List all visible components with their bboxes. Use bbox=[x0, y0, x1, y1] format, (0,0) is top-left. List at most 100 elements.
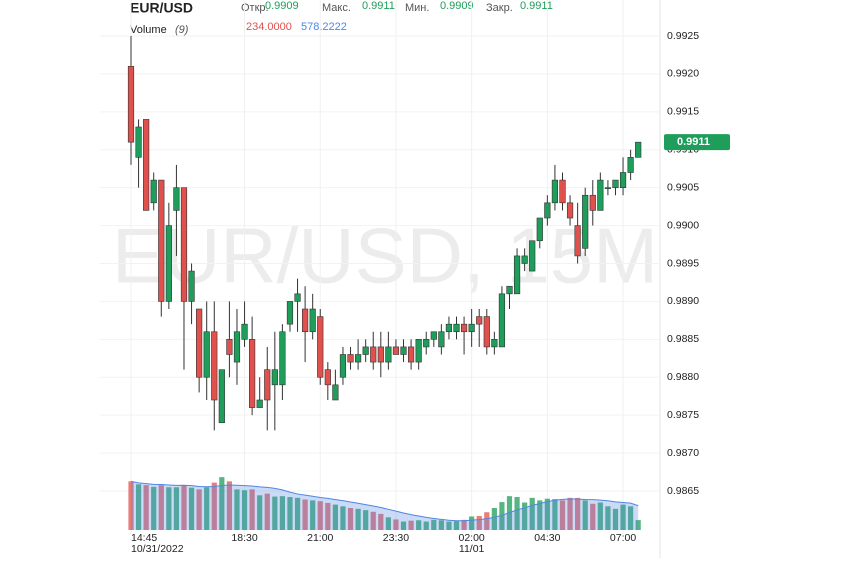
volume-bar bbox=[317, 501, 323, 530]
candle-body bbox=[498, 293, 506, 348]
volume-bar bbox=[181, 485, 187, 530]
candle-body bbox=[582, 194, 589, 249]
candle-body bbox=[256, 399, 263, 408]
volume-bar bbox=[272, 496, 278, 530]
volume-bar bbox=[529, 497, 535, 530]
volume-bar bbox=[423, 521, 429, 530]
volume-bar bbox=[378, 513, 384, 530]
candle-body bbox=[483, 316, 490, 348]
volume-title: Volume bbox=[130, 24, 167, 36]
ohlc-label: Закр. bbox=[486, 2, 513, 14]
candle-body bbox=[317, 316, 324, 378]
volume-bar bbox=[135, 484, 142, 530]
x-tick-label: 18:30 bbox=[231, 532, 257, 544]
candle-body bbox=[589, 194, 596, 211]
candle-body bbox=[415, 339, 422, 363]
price-tag-label: 0.9911 bbox=[677, 136, 710, 148]
candle-body bbox=[506, 285, 513, 295]
candle-body bbox=[385, 346, 392, 363]
y-tick-label: 0.9915 bbox=[667, 106, 699, 118]
ohlc-value: 0.9909 bbox=[440, 0, 474, 12]
volume-bar bbox=[363, 510, 369, 530]
volume-bar bbox=[264, 493, 270, 530]
candle-body bbox=[551, 179, 559, 204]
candle-body bbox=[521, 255, 528, 264]
volume-bar bbox=[453, 521, 460, 530]
volume-bar bbox=[446, 521, 452, 530]
candle-body bbox=[536, 217, 543, 242]
volume-bar bbox=[575, 497, 581, 530]
volume-bar bbox=[597, 502, 603, 530]
volume-bar bbox=[249, 489, 255, 530]
volume-bar bbox=[302, 499, 308, 530]
volume-bar bbox=[226, 481, 233, 530]
volume-ma: 578.2222 bbox=[301, 21, 347, 33]
y-tick-label: 0.9890 bbox=[667, 295, 699, 307]
candle-body bbox=[619, 172, 627, 188]
volume-bar bbox=[173, 487, 180, 530]
volume-bar bbox=[279, 496, 285, 530]
candle-body bbox=[264, 369, 271, 401]
volume-bar bbox=[476, 516, 482, 530]
candle-body bbox=[150, 179, 157, 204]
volume-bar bbox=[400, 521, 407, 530]
x-tick-sublabel: 11/01 bbox=[459, 543, 485, 555]
candle-body bbox=[218, 369, 225, 424]
y-tick-label: 0.9875 bbox=[667, 409, 699, 421]
volume-bar bbox=[612, 508, 619, 530]
candle-body bbox=[203, 331, 210, 378]
volume-bar bbox=[347, 508, 354, 530]
candle-body bbox=[309, 308, 316, 333]
y-tick-label: 0.9865 bbox=[667, 485, 699, 497]
volume-bar bbox=[408, 520, 414, 530]
volume-bar bbox=[188, 487, 195, 530]
x-tick-label: 23:30 bbox=[383, 532, 409, 544]
price-tag bbox=[664, 134, 730, 151]
volume-bar bbox=[310, 500, 316, 530]
candle-body bbox=[188, 270, 195, 302]
candle-body bbox=[453, 323, 460, 333]
y-tick-label: 0.9895 bbox=[667, 257, 699, 269]
volume-bar bbox=[605, 506, 611, 530]
candle-body bbox=[529, 240, 536, 272]
volume-bar bbox=[469, 516, 475, 530]
candle-body bbox=[165, 225, 172, 302]
candle-body bbox=[271, 369, 278, 386]
candle-body bbox=[279, 331, 286, 386]
volume-params: (9) bbox=[175, 24, 189, 36]
volume-bar bbox=[491, 508, 497, 530]
candle-body bbox=[635, 141, 642, 158]
volume-bar bbox=[241, 490, 248, 530]
candle-body bbox=[196, 308, 203, 378]
x-tick-label: 14:45 bbox=[131, 532, 157, 544]
candle-body bbox=[354, 354, 362, 363]
volume-bar bbox=[204, 487, 210, 530]
volume-bar bbox=[332, 504, 338, 530]
candle-body bbox=[513, 255, 521, 295]
volume-bar bbox=[219, 477, 225, 530]
ohlc-value: 0.9911 bbox=[520, 0, 553, 12]
x-tick-label: 07:00 bbox=[610, 532, 636, 544]
candle-body bbox=[491, 339, 498, 348]
volume-bar bbox=[416, 520, 422, 530]
volume-bar bbox=[484, 512, 490, 530]
candle-body bbox=[127, 66, 135, 143]
volume-bar bbox=[461, 519, 467, 530]
candle-body bbox=[158, 179, 165, 302]
candle-body bbox=[604, 187, 612, 189]
volume-bar bbox=[128, 481, 134, 530]
volume-ma-line bbox=[130, 480, 639, 522]
volume-bar bbox=[257, 495, 263, 530]
y-tick-label: 0.9925 bbox=[667, 30, 699, 42]
candle-body bbox=[180, 187, 188, 302]
volume-bar bbox=[294, 497, 301, 530]
x-tick-label: 21:00 bbox=[307, 532, 333, 544]
volume-bar bbox=[355, 508, 361, 530]
volume-bar bbox=[166, 487, 172, 530]
candle-body bbox=[211, 331, 218, 401]
volume-bar bbox=[522, 502, 528, 530]
candle-body bbox=[574, 225, 581, 257]
volume-bar bbox=[287, 497, 293, 530]
